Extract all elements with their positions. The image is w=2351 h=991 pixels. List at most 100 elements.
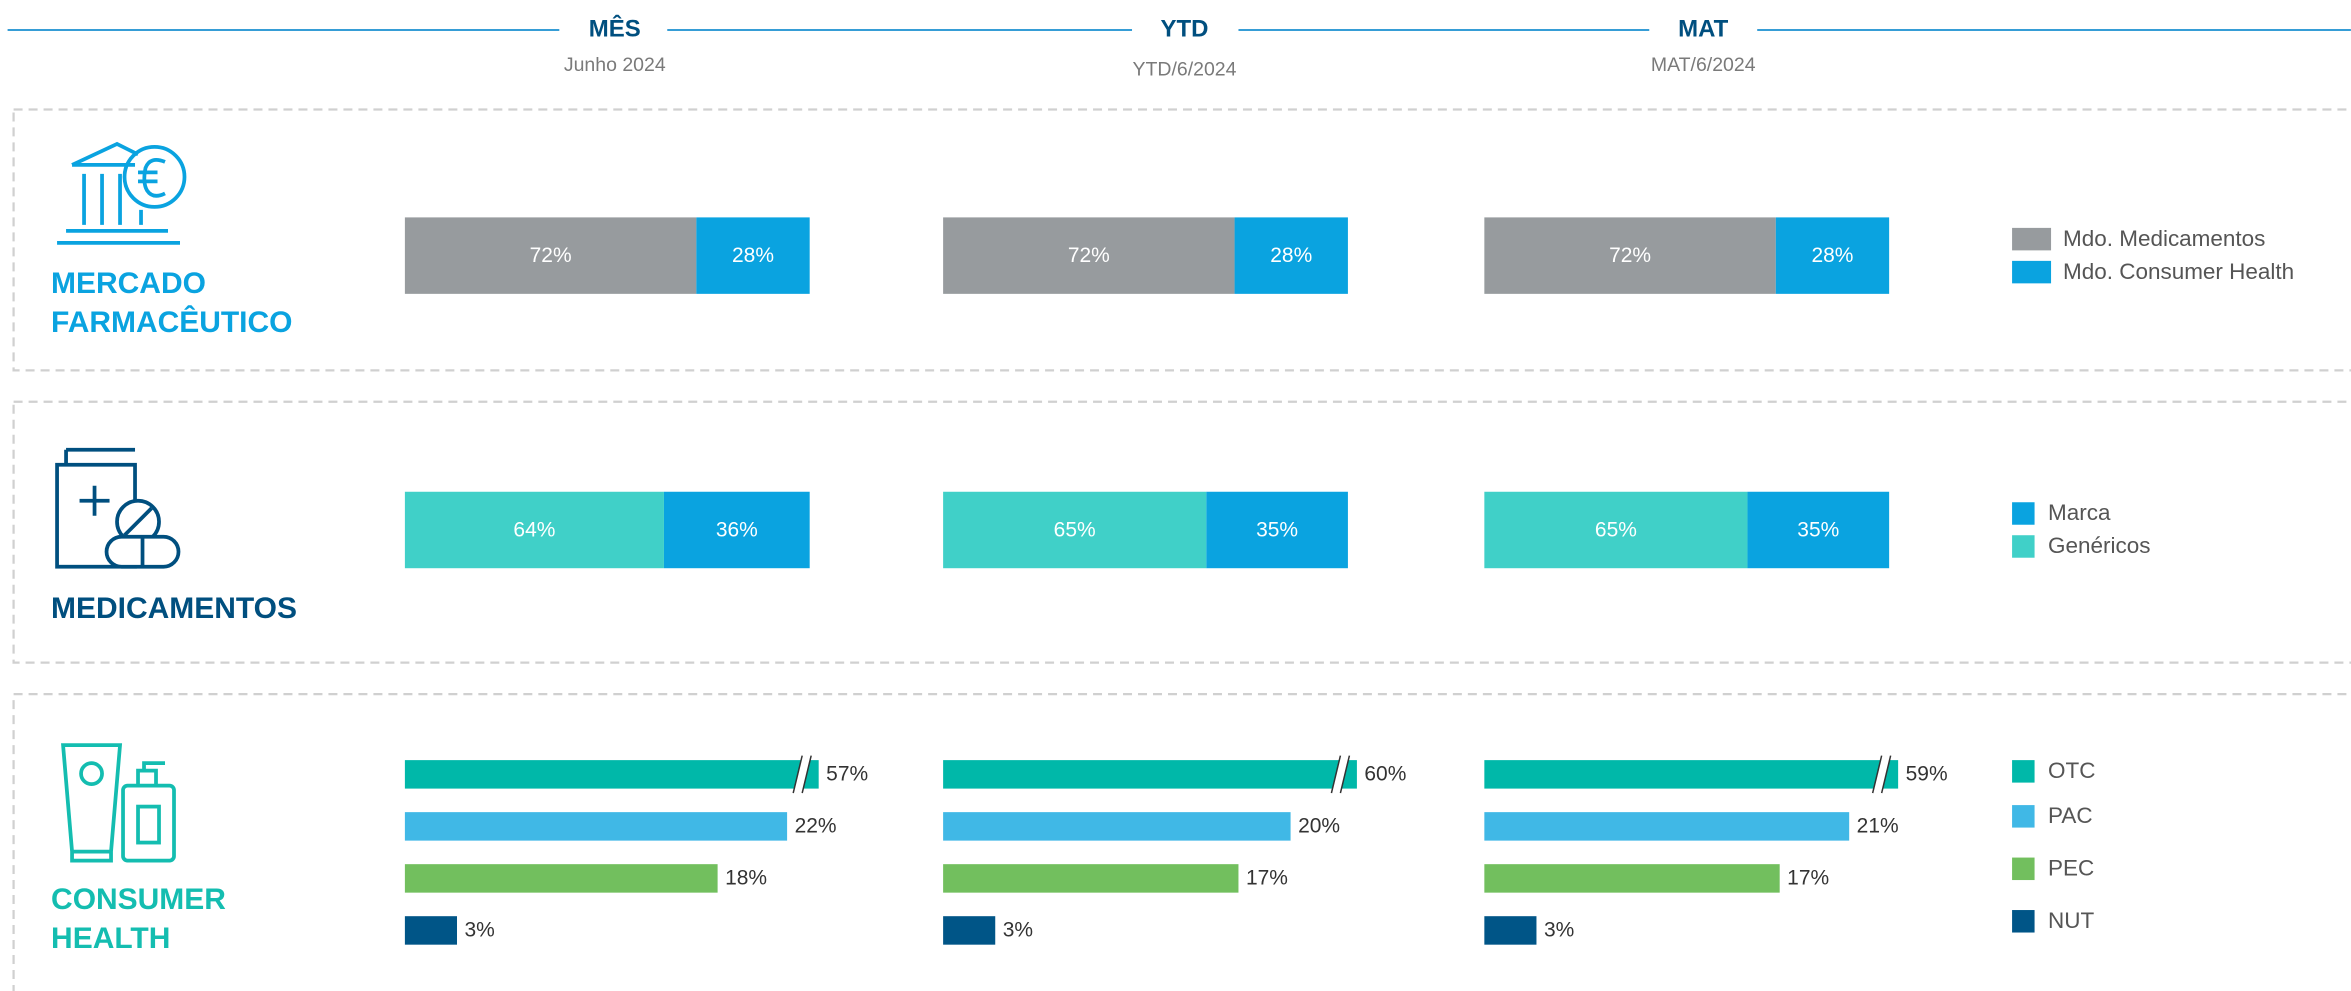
icon-part xyxy=(123,506,153,537)
icon-part xyxy=(136,804,161,845)
section-frame xyxy=(12,693,2351,991)
legend-swatch xyxy=(2012,760,2035,783)
bar-label: 3% xyxy=(1003,919,1033,942)
bar xyxy=(1484,760,1899,789)
section-title: MEDICAMENTOS xyxy=(51,592,297,625)
bar-label: 35% xyxy=(1256,518,1298,541)
icon-part xyxy=(61,743,123,863)
bar-label: 59% xyxy=(1906,763,1948,786)
section-title: FARMACÊUTICO xyxy=(51,305,292,339)
period-title: YTD xyxy=(1161,15,1209,42)
bar-segment xyxy=(1775,217,1890,294)
bar-label: 28% xyxy=(1270,244,1312,267)
axis-break xyxy=(1872,755,1891,794)
bar xyxy=(943,864,1239,893)
icon-part xyxy=(64,447,136,465)
section-title: HEALTH xyxy=(51,922,170,955)
legend-swatch xyxy=(2012,805,2035,828)
icon-part xyxy=(79,485,110,516)
bar-segment xyxy=(1234,217,1348,294)
bar-segment xyxy=(1484,217,1776,294)
bar xyxy=(943,760,1357,789)
bar-segment xyxy=(404,217,697,294)
legend-swatch xyxy=(2012,227,2052,251)
legend-label: Genéricos xyxy=(2048,533,2150,558)
period-subtitle: YTD/6/2024 xyxy=(1133,59,1237,81)
icon-part xyxy=(138,158,166,198)
axis-break xyxy=(792,755,803,794)
bar xyxy=(1484,916,1537,945)
legend-label: Marca xyxy=(2048,500,2111,525)
legend-label: Mdo. Medicamentos xyxy=(2063,226,2265,251)
legend-swatch xyxy=(2012,502,2035,525)
icon-part xyxy=(57,229,181,245)
legend-swatch xyxy=(2012,260,2052,284)
bar xyxy=(1484,812,1850,841)
icon-part xyxy=(121,783,176,863)
bar-label: 20% xyxy=(1298,815,1340,838)
bar-segment xyxy=(1206,491,1348,569)
legend-label: OTC xyxy=(2048,758,2095,783)
legend-swatch xyxy=(2012,535,2035,558)
axis-break xyxy=(1880,755,1892,794)
section-title: CONSUMER xyxy=(51,883,226,916)
axis-break xyxy=(1871,755,1883,794)
legend-label: PAC xyxy=(2048,803,2093,828)
icon-part xyxy=(79,761,104,786)
period-title: MÊS xyxy=(589,14,641,42)
bar xyxy=(943,916,996,945)
icon-part xyxy=(136,761,166,786)
bar-label: 17% xyxy=(1246,867,1288,890)
bar-label: 60% xyxy=(1364,763,1406,786)
legend-label: PEC xyxy=(2048,855,2094,880)
bar xyxy=(943,812,1291,841)
bar xyxy=(404,916,458,945)
bar-label: 21% xyxy=(1857,815,1899,838)
section-frame xyxy=(12,108,2351,372)
bar-label: 72% xyxy=(1609,244,1651,267)
bar-label: 22% xyxy=(795,815,837,838)
period-subtitle: Junho 2024 xyxy=(564,54,666,76)
legend-swatch xyxy=(2012,910,2035,933)
axis-break xyxy=(1330,755,1342,794)
bar-label: 64% xyxy=(513,518,555,541)
bar-label: 17% xyxy=(1787,867,1829,890)
bar-segment xyxy=(696,217,810,294)
axis-break xyxy=(1331,755,1350,794)
axis-break xyxy=(1339,755,1351,794)
bar-segment xyxy=(663,491,810,569)
section-title: MERCADO xyxy=(51,267,206,300)
bar-label: 72% xyxy=(530,244,572,267)
axis-break xyxy=(793,755,812,794)
icon-part xyxy=(122,145,187,209)
bar-label: 35% xyxy=(1797,518,1839,541)
bar-label: 28% xyxy=(732,244,774,267)
bar-segment xyxy=(1484,491,1748,569)
icon-medicine xyxy=(55,447,181,569)
section-frames xyxy=(12,108,2351,991)
bar xyxy=(404,812,788,841)
period-title: MAT xyxy=(1678,15,1728,42)
icon-bank xyxy=(57,141,187,245)
legend-label: Mdo. Consumer Health xyxy=(2063,259,2294,284)
bar-segment xyxy=(1747,491,1890,569)
icon-part xyxy=(71,141,139,167)
bar-segment xyxy=(943,491,1207,569)
bar-label: 18% xyxy=(725,867,767,890)
bar-label: 36% xyxy=(716,518,758,541)
bar xyxy=(404,864,718,893)
bar xyxy=(1484,864,1780,893)
bar-label: 72% xyxy=(1068,244,1110,267)
section-frame xyxy=(12,400,2351,664)
icon-part xyxy=(82,173,143,225)
bar-label: 65% xyxy=(1054,518,1096,541)
axis-break xyxy=(801,755,812,794)
period-subtitle: MAT/6/2024 xyxy=(1651,54,1756,76)
bar-label: 57% xyxy=(826,763,868,786)
bar-label: 65% xyxy=(1595,518,1637,541)
bar-label: 28% xyxy=(1811,244,1853,267)
legend-label: NUT xyxy=(2048,908,2094,933)
icon-consumer xyxy=(61,743,176,863)
